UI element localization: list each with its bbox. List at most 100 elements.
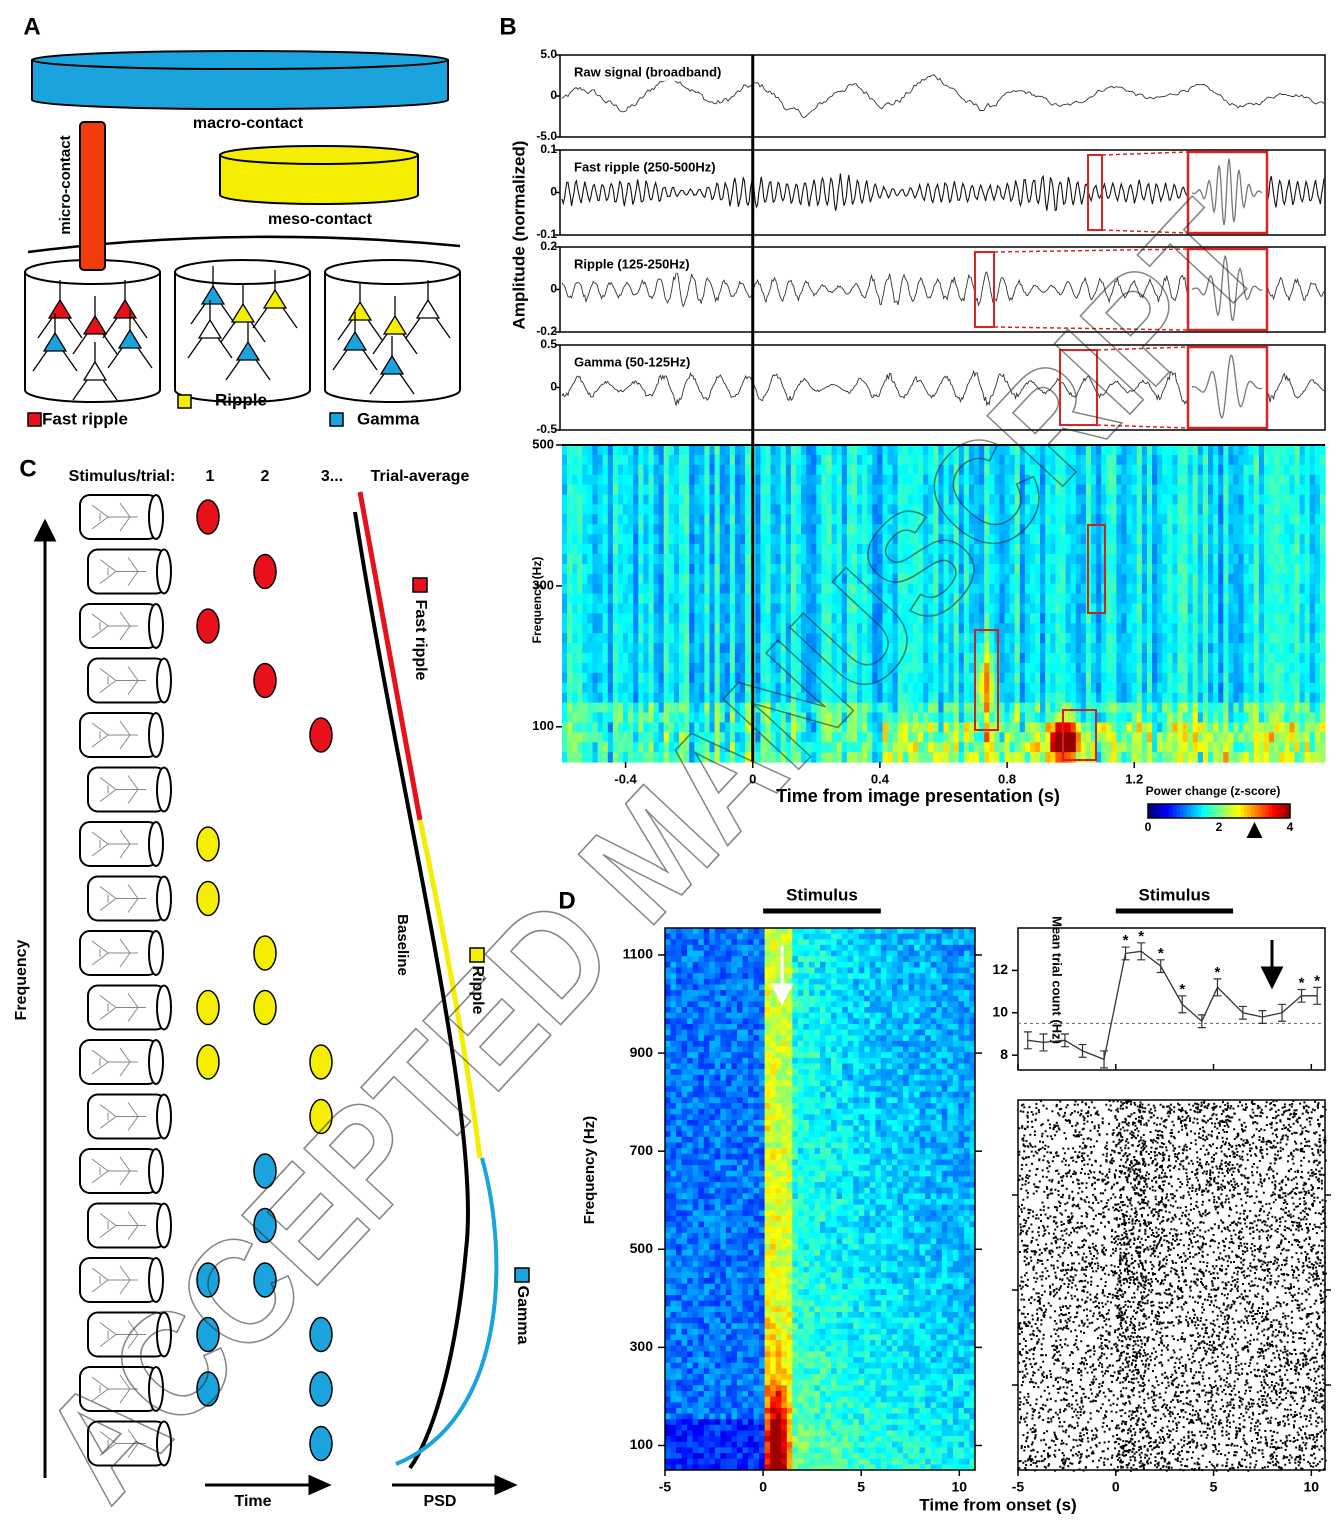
spectrogram-cell bbox=[1198, 613, 1204, 624]
spectrogram-cell bbox=[1274, 742, 1280, 753]
spectrogram-cell bbox=[1005, 623, 1011, 634]
spectrogram-cell bbox=[1300, 445, 1306, 456]
spectrogram-cell bbox=[1040, 673, 1046, 684]
spectrogram-cell bbox=[587, 732, 593, 743]
spectrogram-cell bbox=[1300, 752, 1306, 763]
spectrogram-cell bbox=[1315, 623, 1321, 634]
spectrogram-cell bbox=[694, 613, 700, 624]
spectrogram-cell bbox=[720, 455, 726, 466]
spectrogram-cell bbox=[1055, 683, 1061, 694]
spectrogram-cell bbox=[593, 713, 599, 724]
spectrogram-cell bbox=[1091, 534, 1097, 545]
spectrogram-cell bbox=[577, 524, 583, 535]
spectrogram-cell bbox=[1091, 584, 1097, 595]
spectrogram-cell bbox=[827, 524, 833, 535]
spectrogram-cell bbox=[1076, 673, 1082, 684]
spectrogram-cell bbox=[1269, 623, 1275, 634]
spectrogram-cell bbox=[1152, 633, 1158, 644]
spectrogram-cell bbox=[577, 732, 583, 743]
spectrogram-cell bbox=[679, 633, 685, 644]
spectrogram-cell bbox=[1020, 713, 1026, 724]
spectrogram-cell bbox=[1279, 663, 1285, 674]
spectrogram-cell bbox=[1147, 554, 1153, 565]
spectrogram-cell bbox=[1228, 623, 1234, 634]
spectrogram-cell bbox=[710, 574, 716, 585]
spectrogram-cell bbox=[1045, 663, 1051, 674]
spectrogram-cell bbox=[908, 713, 914, 724]
spectrogram-cell bbox=[1111, 713, 1117, 724]
spectrogram-cell bbox=[699, 465, 705, 476]
spectrogram-cell bbox=[1152, 485, 1158, 496]
spectrogram-cell bbox=[1167, 722, 1173, 733]
spectrogram-cell bbox=[1045, 732, 1051, 743]
spectrogram-cell bbox=[827, 465, 833, 476]
spectrogram-cell bbox=[598, 703, 604, 714]
spectrogram-cell bbox=[1223, 623, 1229, 634]
spectrogram-cell bbox=[989, 703, 995, 714]
spectrogram-cell bbox=[1040, 713, 1046, 724]
spectrogram-cell bbox=[1249, 534, 1255, 545]
spectrogram-cell bbox=[1223, 554, 1229, 565]
spectrogram-cell bbox=[1055, 594, 1061, 605]
spectrogram-cell bbox=[587, 564, 593, 575]
spectrogram-cell bbox=[771, 475, 777, 486]
spectrogram-cell bbox=[1142, 574, 1148, 585]
spectrogram-cell bbox=[577, 485, 583, 496]
spectrogram-cell bbox=[608, 623, 614, 634]
spectrogram-cell bbox=[684, 663, 690, 674]
spectrogram-cell bbox=[1208, 663, 1214, 674]
spectrogram-cell bbox=[1274, 544, 1280, 555]
spectrogram-cell bbox=[1244, 673, 1250, 684]
spectrogram-cell bbox=[766, 564, 772, 575]
spectrogram-cell bbox=[1193, 465, 1199, 476]
spectrogram-cell bbox=[710, 604, 716, 615]
spectrogram-cell bbox=[796, 554, 802, 565]
spectrogram-cell bbox=[1076, 524, 1082, 535]
spectrogram-cell bbox=[689, 475, 695, 486]
spectrogram-cell bbox=[1076, 544, 1082, 555]
spectrogram-cell bbox=[1183, 475, 1189, 486]
spectrogram-cell bbox=[801, 524, 807, 535]
spectrogram-cell bbox=[1076, 732, 1082, 743]
spectrogram-cell bbox=[1320, 653, 1326, 664]
spectrogram-cell bbox=[1183, 663, 1189, 674]
spectrogram-cell bbox=[669, 594, 675, 605]
spectrogram-cell bbox=[1147, 722, 1153, 733]
spectrogram-cell bbox=[1269, 514, 1275, 525]
spectrogram-cell bbox=[1269, 485, 1275, 496]
spectrogram-cell bbox=[979, 683, 985, 694]
spectrogram-cell bbox=[1310, 713, 1316, 724]
spectrogram-cell bbox=[1254, 623, 1260, 634]
spectrogram-cell bbox=[593, 623, 599, 634]
spectrogram-cell bbox=[994, 732, 1000, 743]
spectrogram-cell bbox=[1233, 485, 1239, 496]
spectrogram-cell bbox=[715, 623, 721, 634]
spectrogram-cell bbox=[735, 524, 741, 535]
spectrogram-cell bbox=[832, 485, 838, 496]
spectrogram-cell bbox=[1193, 673, 1199, 684]
spectrogram-cell bbox=[862, 455, 868, 466]
spectrogram-cell bbox=[1081, 663, 1087, 674]
spectrogram-cell bbox=[679, 613, 685, 624]
spectrogram-cell bbox=[806, 514, 812, 525]
spectrogram-cell bbox=[643, 485, 649, 496]
spectrogram-cell bbox=[1244, 732, 1250, 743]
spectrogram-cell bbox=[781, 534, 787, 545]
spectrogram-cell bbox=[740, 455, 746, 466]
spectrogram-cell bbox=[699, 653, 705, 664]
spectrogram-cell bbox=[1213, 455, 1219, 466]
spectrogram-cell bbox=[1122, 475, 1128, 486]
spectrogram-cell bbox=[608, 544, 614, 555]
spectrogram-cell bbox=[1157, 722, 1163, 733]
spectrogram-cell bbox=[1213, 544, 1219, 555]
spectrogram-cell bbox=[1020, 752, 1026, 763]
spectrogram-cell bbox=[1030, 613, 1036, 624]
spectrogram-cell bbox=[1300, 594, 1306, 605]
spectrogram-cell bbox=[1284, 465, 1290, 476]
spectrogram-cell bbox=[1233, 613, 1239, 624]
spectrogram-cell bbox=[1178, 653, 1184, 664]
spectrogram-cell bbox=[638, 663, 644, 674]
spectrogram-cell bbox=[715, 574, 721, 585]
spectrogram-cell bbox=[633, 643, 639, 654]
spectrogram-cell bbox=[1269, 643, 1275, 654]
